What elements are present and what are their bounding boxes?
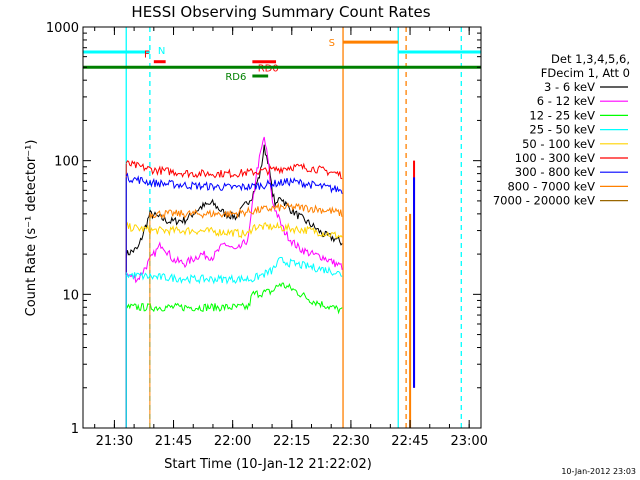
y-tick-label: 10 xyxy=(62,288,79,303)
series-line xyxy=(125,136,343,284)
legend-entry-label: 25 - 50 keV xyxy=(529,123,595,137)
y-axis-label: Count Rate (s⁻¹ detector⁻¹) xyxy=(24,140,39,317)
y-axis: 1 10 100 1000 xyxy=(46,21,481,437)
series-line xyxy=(149,202,343,220)
x-tick-label: 21:30 xyxy=(96,434,133,449)
mode-segment-label: RD0 xyxy=(258,64,279,75)
x-tick-label: 22:45 xyxy=(391,434,428,449)
series-line xyxy=(125,144,343,259)
x-tick-label: 22:00 xyxy=(214,434,251,449)
legend-entry-label: 6 - 12 keV xyxy=(537,94,595,108)
mode-segment-label: RD6 xyxy=(225,72,246,83)
y-tick-label: 1000 xyxy=(46,21,79,36)
legend-entry-label: 7000 - 20000 keV xyxy=(493,194,595,208)
legend: Det 1,3,4,5,6, FDecim 1, Att 0 3 - 6 keV… xyxy=(493,52,630,208)
x-tick-label: 22:15 xyxy=(273,434,310,449)
x-tick-label: 21:45 xyxy=(155,434,192,449)
series-line xyxy=(125,256,343,285)
mode-segment-label: S xyxy=(329,38,335,49)
footer-timestamp: 10-Jan-2012 23:03 xyxy=(561,467,636,476)
plot-area: NF RD0 RD6 S xyxy=(83,27,481,428)
mode-segment-label: F xyxy=(144,50,150,61)
legend-entry-label: 300 - 800 keV xyxy=(515,165,595,179)
mode-segment-label: N xyxy=(158,46,165,57)
legend-entry-label: 800 - 7000 keV xyxy=(507,179,595,193)
legend-header-1: Det 1,3,4,5,6, xyxy=(551,52,630,66)
x-axis: 21:30 21:45 22:00 22:15 22:30 22:45 23:00 xyxy=(94,27,488,449)
y-tick-label: 1 xyxy=(71,422,79,437)
chart-title: HESSI Observing Summary Count Rates xyxy=(131,3,430,21)
x-tick-label: 23:00 xyxy=(450,434,487,449)
x-tick-label: 22:30 xyxy=(332,434,369,449)
plot-frame xyxy=(82,26,482,429)
legend-entry-label: 100 - 300 keV xyxy=(515,151,595,165)
legend-entry-label: 50 - 100 keV xyxy=(522,137,595,151)
legend-header-2: FDecim 1, Att 0 xyxy=(541,66,630,80)
y-tick-label: 100 xyxy=(54,155,79,170)
x-axis-label: Start Time (10-Jan-12 21:22:02) xyxy=(164,457,372,472)
series-line xyxy=(125,221,343,239)
series-line xyxy=(125,172,343,195)
legend-entry-label: 12 - 25 keV xyxy=(529,108,595,122)
series-line xyxy=(125,159,343,180)
legend-entry-label: 3 - 6 keV xyxy=(544,80,595,94)
series-line xyxy=(125,282,343,315)
